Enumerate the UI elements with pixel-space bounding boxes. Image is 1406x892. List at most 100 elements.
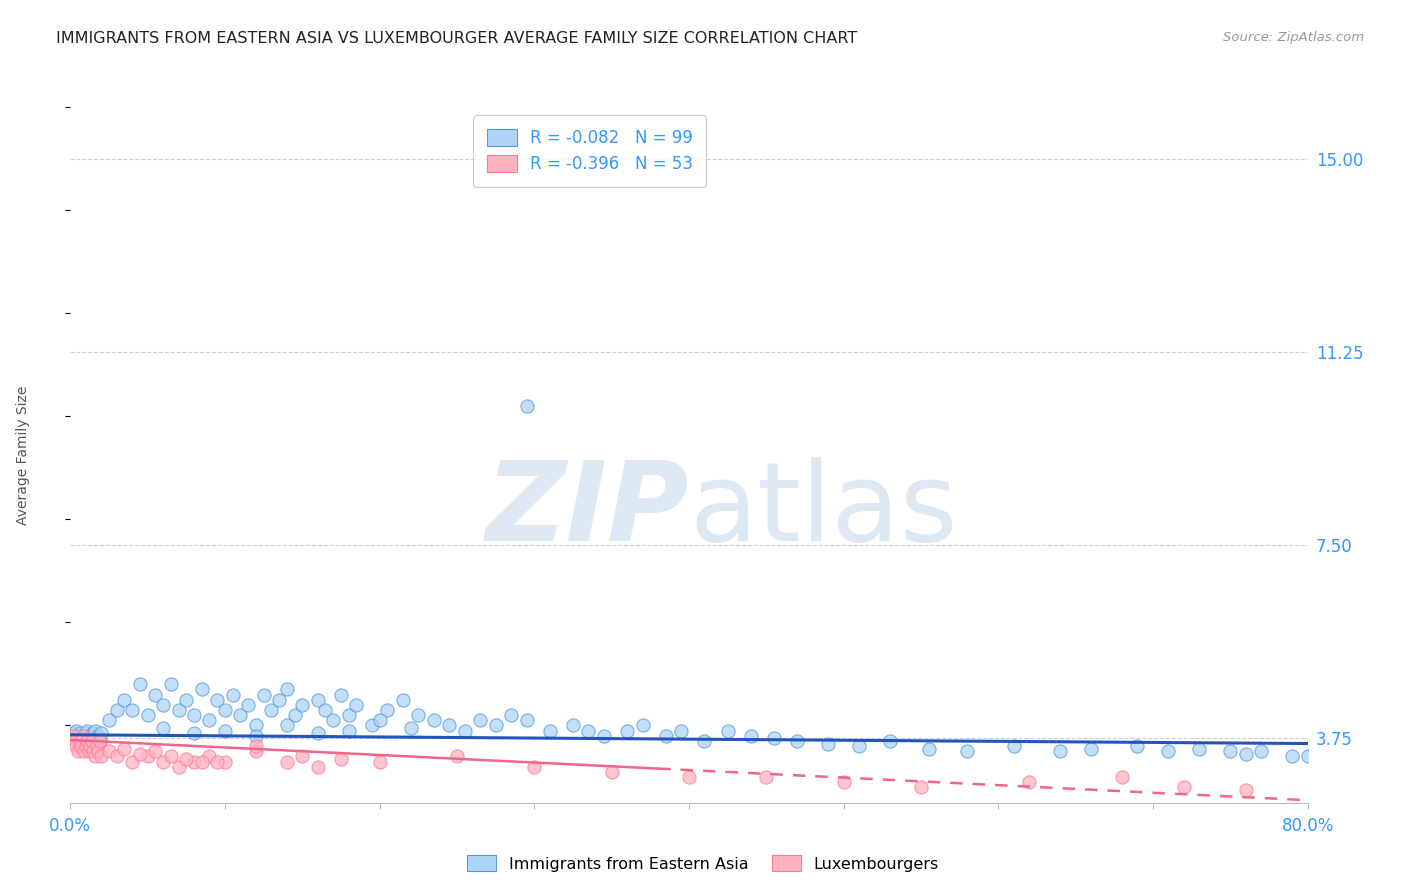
Point [276, 682, 298, 697]
Point [114, 692, 136, 706]
Point [129, 677, 152, 691]
Point [75, 739, 97, 753]
Point [245, 729, 267, 743]
Point [763, 731, 786, 746]
Point [1219, 744, 1241, 758]
Point [114, 741, 136, 756]
Text: 0.0%: 0.0% [49, 817, 91, 835]
Point [693, 734, 716, 748]
Point [918, 741, 941, 756]
Point [129, 747, 152, 761]
Point [77, 744, 100, 758]
Point [616, 723, 638, 738]
Point [84, 723, 107, 738]
Point [98, 744, 121, 758]
Point [73, 744, 96, 758]
Point [1111, 770, 1133, 784]
Point [160, 677, 183, 691]
Point [69, 726, 91, 740]
Text: ZIP: ZIP [485, 457, 689, 564]
Point [86, 731, 108, 746]
Point [307, 726, 329, 740]
Point [174, 752, 197, 766]
Point [276, 718, 298, 732]
Point [121, 703, 143, 717]
Point [84, 749, 107, 764]
Point [439, 718, 461, 732]
Point [80, 734, 103, 748]
Point [98, 714, 121, 728]
Point [72, 731, 94, 746]
Point [65, 739, 87, 753]
Point [260, 703, 283, 717]
Point [79, 729, 101, 743]
Point [86, 739, 108, 753]
Point [1157, 744, 1180, 758]
Point [717, 723, 740, 738]
Point [454, 723, 477, 738]
Point [183, 708, 205, 723]
Point [136, 749, 159, 764]
Point [879, 734, 901, 748]
Point [501, 708, 523, 723]
Point [63, 731, 86, 746]
Point [136, 708, 159, 723]
Point [191, 755, 214, 769]
Point [322, 714, 344, 728]
Point [62, 726, 84, 740]
Point [655, 729, 678, 743]
Point [408, 708, 430, 723]
Point [600, 764, 623, 779]
Point [337, 723, 360, 738]
Point [238, 698, 260, 712]
Point [392, 692, 415, 706]
Point [446, 749, 468, 764]
Point [307, 692, 329, 706]
Point [152, 755, 174, 769]
Point [167, 760, 190, 774]
Point [337, 708, 360, 723]
Point [207, 692, 229, 706]
Point [470, 714, 492, 728]
Point [740, 729, 762, 743]
Point [191, 682, 214, 697]
Point [786, 734, 808, 748]
Point [183, 726, 205, 740]
Point [79, 739, 101, 753]
Point [167, 703, 190, 717]
Point [152, 698, 174, 712]
Point [222, 688, 245, 702]
Point [73, 729, 96, 743]
Point [523, 760, 546, 774]
Text: 80.0%: 80.0% [1281, 817, 1334, 835]
Point [516, 399, 538, 413]
Point [145, 744, 167, 758]
Point [245, 739, 267, 753]
Point [284, 708, 307, 723]
Text: atlas: atlas [689, 457, 957, 564]
Point [832, 775, 855, 789]
Point [89, 734, 111, 748]
Point [72, 729, 94, 743]
Point [80, 734, 103, 748]
Point [207, 755, 229, 769]
Point [90, 749, 112, 764]
Point [368, 714, 391, 728]
Point [174, 692, 197, 706]
Point [1250, 744, 1272, 758]
Point [87, 744, 110, 758]
Point [631, 718, 654, 732]
Point [214, 703, 236, 717]
Point [121, 755, 143, 769]
Point [67, 744, 90, 758]
Point [67, 729, 90, 743]
Point [291, 698, 314, 712]
Point [755, 770, 778, 784]
Point [330, 688, 353, 702]
Point [817, 737, 839, 751]
Point [330, 752, 353, 766]
Point [77, 731, 100, 746]
Point [276, 755, 298, 769]
Point [145, 688, 167, 702]
Legend: Immigrants from Eastern Asia, Luxembourgers: Immigrants from Eastern Asia, Luxembourg… [460, 847, 946, 880]
